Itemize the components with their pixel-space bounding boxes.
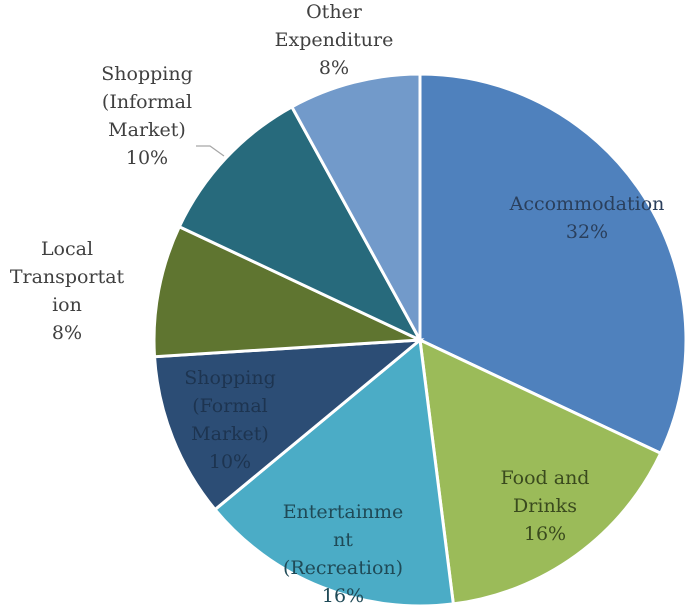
data-label-shopping-informal-market: Shopping (Informal Market) 10% <box>101 63 193 169</box>
leader-line <box>196 146 224 156</box>
data-label-local-transportat-ion: Local Transportat ion 8% <box>10 238 125 344</box>
data-label-other-expenditure: Other Expenditure 8% <box>275 1 394 79</box>
